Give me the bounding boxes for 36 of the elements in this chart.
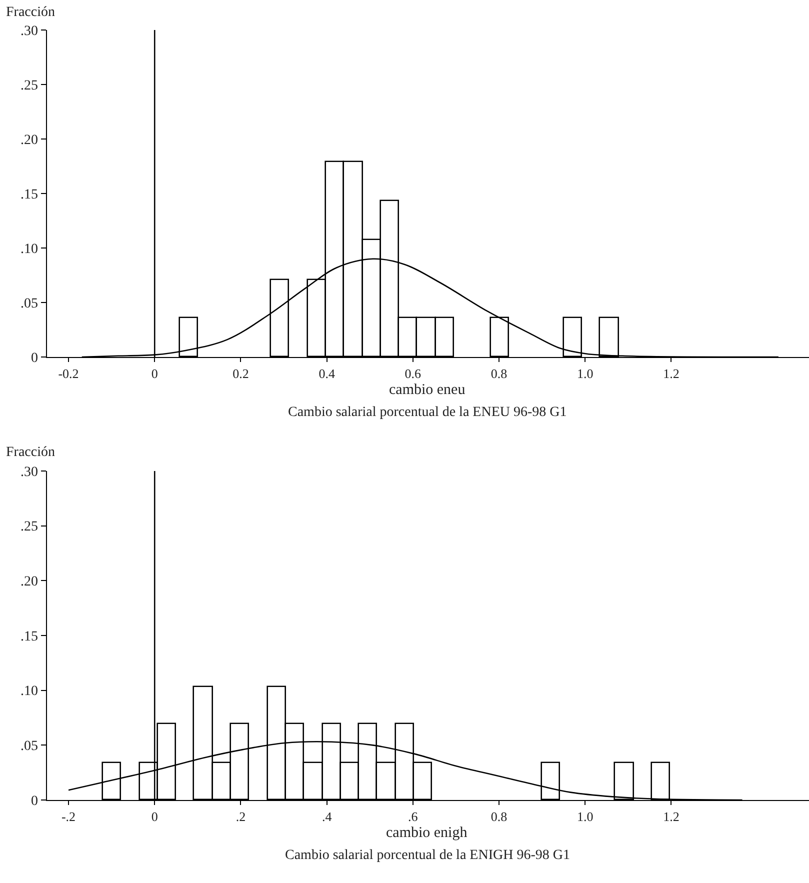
- y-tick-label: .15: [20, 629, 38, 644]
- y-tick-label: .20: [20, 132, 38, 148]
- y-axis-title: Fracción: [6, 5, 55, 20]
- y-tick-label: 0: [31, 794, 38, 809]
- y-axis-title: Fracción: [6, 445, 55, 460]
- x-tick-label: 1.2: [663, 808, 680, 824]
- x-tick-label: 0.6: [404, 366, 422, 381]
- x-tick-label: .2: [236, 808, 246, 824]
- x-tick-label: 0.8: [490, 366, 508, 381]
- x-axis-title: cambio eneu: [389, 382, 466, 398]
- y-tick-label: .10: [20, 242, 38, 257]
- x-tick-label: 1.2: [663, 366, 680, 381]
- x-tick-label: 0.8: [490, 808, 508, 824]
- y-tick-label: .20: [20, 574, 38, 590]
- x-tick-label: -.2: [61, 808, 76, 824]
- x-tick-label: 1.0: [577, 808, 594, 824]
- x-tick-label: 0: [151, 366, 158, 381]
- x-tick-label: -0.2: [58, 366, 79, 381]
- y-tick-label: .30: [20, 464, 38, 480]
- x-tick-label: 0.4: [318, 366, 336, 381]
- x-tick-label: 0: [151, 808, 158, 824]
- x-tick-label: .6: [408, 808, 418, 824]
- text: Cambio salarial porcentual de la ENIGH 96-98 G1: [285, 848, 570, 863]
- text: Cambio salarial porcentual de la ENEU 96-98 G1: [288, 405, 567, 420]
- y-tick-label: .15: [20, 187, 38, 202]
- x-tick-label: 1.0: [577, 366, 594, 381]
- y-tick-label: 0: [31, 350, 38, 366]
- y-tick-label: .10: [20, 684, 38, 700]
- y-tick-label: .25: [20, 78, 38, 94]
- x-tick-label: 0.2: [232, 366, 249, 381]
- x-axis-title: cambio enigh: [386, 825, 468, 841]
- y-tick-label: .25: [20, 520, 38, 535]
- y-tick-label: .05: [20, 296, 38, 312]
- x-tick-label: .4: [322, 808, 332, 824]
- y-tick-label: .05: [20, 739, 38, 754]
- y-tick-label: .30: [20, 24, 38, 39]
